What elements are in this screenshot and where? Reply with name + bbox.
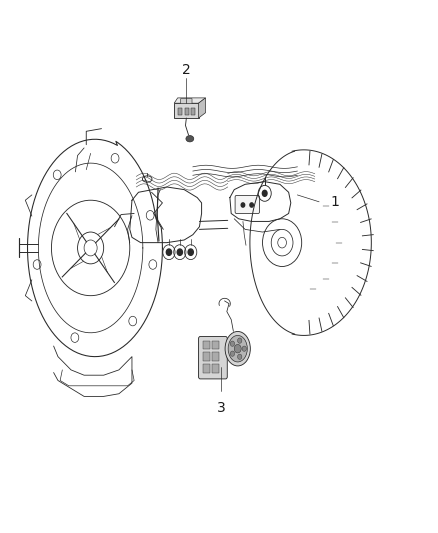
Polygon shape xyxy=(174,98,205,103)
FancyBboxPatch shape xyxy=(212,341,219,349)
Circle shape xyxy=(242,346,247,351)
Circle shape xyxy=(237,354,242,359)
FancyBboxPatch shape xyxy=(203,341,210,349)
FancyBboxPatch shape xyxy=(235,196,259,214)
Text: 2: 2 xyxy=(182,63,191,77)
FancyBboxPatch shape xyxy=(185,108,189,115)
FancyBboxPatch shape xyxy=(212,364,219,373)
Ellipse shape xyxy=(228,335,247,362)
Circle shape xyxy=(250,203,253,207)
Circle shape xyxy=(177,249,183,255)
Polygon shape xyxy=(198,98,205,118)
Circle shape xyxy=(188,249,193,255)
Circle shape xyxy=(166,249,172,255)
Text: 3: 3 xyxy=(217,401,226,415)
FancyBboxPatch shape xyxy=(203,352,210,361)
Text: 1: 1 xyxy=(330,195,339,209)
Circle shape xyxy=(261,190,268,197)
FancyBboxPatch shape xyxy=(178,108,183,115)
Circle shape xyxy=(237,338,242,343)
Circle shape xyxy=(230,351,235,357)
FancyBboxPatch shape xyxy=(191,108,195,115)
Ellipse shape xyxy=(225,332,251,366)
Circle shape xyxy=(241,203,245,207)
FancyBboxPatch shape xyxy=(203,364,210,373)
FancyBboxPatch shape xyxy=(181,99,192,104)
FancyBboxPatch shape xyxy=(212,352,219,361)
Circle shape xyxy=(230,341,235,346)
Circle shape xyxy=(234,344,241,353)
FancyBboxPatch shape xyxy=(174,103,198,118)
Ellipse shape xyxy=(186,135,194,142)
FancyBboxPatch shape xyxy=(198,336,227,379)
